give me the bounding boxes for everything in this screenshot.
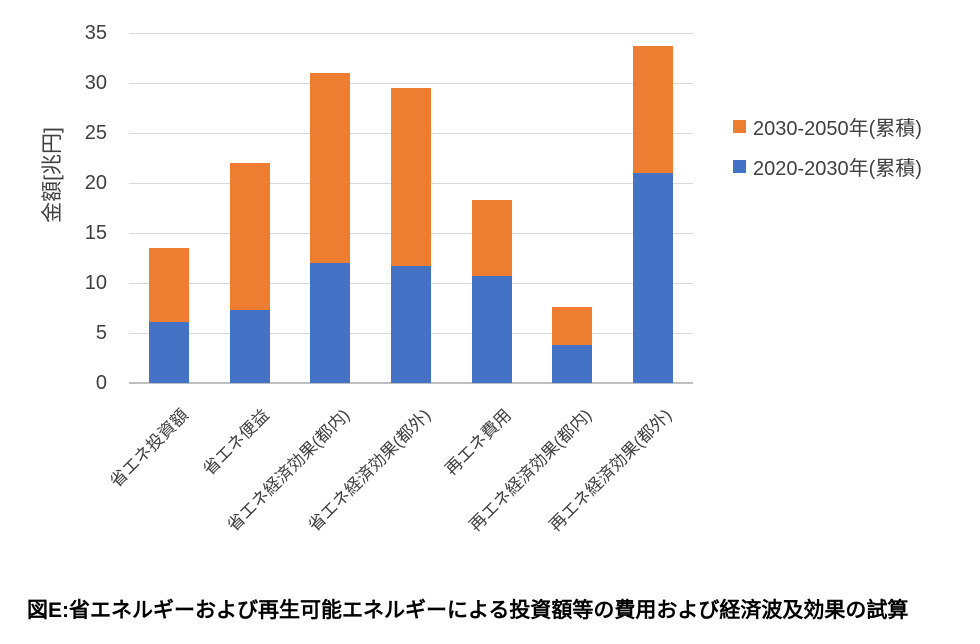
bar-segment-2020-2030年(累積)-省エネ便益 bbox=[229, 310, 270, 383]
legend-label-2030-2050: 2030-2050年(累積) bbox=[753, 117, 922, 140]
x-axis-label-再エネ費用: 再エネ費用 bbox=[441, 405, 515, 480]
bar-segment-2030-2050年(累積)-再エネ経済効果(都外) bbox=[632, 46, 673, 173]
bar-再エネ経済効果(都外) bbox=[632, 33, 673, 383]
y-tick-label-5: 5 bbox=[95, 322, 107, 344]
y-tick-label-15: 15 bbox=[84, 222, 107, 244]
bar-segment-2020-2030年(累積)-再エネ費用 bbox=[471, 276, 512, 383]
legend-item-2030-2050: 2030-2050年(累積) bbox=[733, 115, 922, 140]
legend: 2030-2050年(累積) 2020-2030年(累積) bbox=[733, 115, 922, 195]
bar-segment-2020-2030年(累積)-省エネ投資額 bbox=[149, 322, 190, 383]
bar-segment-2020-2030年(累積)-再エネ経済効果(都内) bbox=[552, 345, 593, 383]
legend-item-2020-2030: 2020-2030年(累積) bbox=[733, 155, 922, 180]
bar-segment-2030-2050年(累積)-省エネ経済効果(都内) bbox=[310, 73, 351, 263]
bar-segment-2020-2030年(累積)-省エネ経済効果(都外) bbox=[391, 266, 431, 383]
x-axis-label-省エネ便益: 省エネ便益 bbox=[199, 405, 273, 480]
bar-segment-2030-2050年(累積)-再エネ費用 bbox=[471, 200, 512, 276]
y-tick-label-30: 30 bbox=[84, 72, 107, 94]
y-tick-label-25: 25 bbox=[84, 122, 107, 144]
gridline-y-30 bbox=[129, 83, 693, 84]
legend-label-2020-2030: 2020-2030年(累積) bbox=[753, 157, 922, 180]
x-axis-line bbox=[129, 382, 693, 384]
y-tick-label-20: 20 bbox=[84, 172, 107, 194]
legend-swatch-orange-icon bbox=[733, 119, 746, 133]
bar-省エネ投資額 bbox=[149, 33, 190, 383]
bar-segment-2020-2030年(累積)-再エネ経済効果(都外) bbox=[632, 173, 673, 383]
bar-segment-2030-2050年(累積)-省エネ投資額 bbox=[149, 248, 190, 322]
bar-再エネ経済効果(都内) bbox=[552, 33, 593, 383]
bar-segment-2020-2030年(累積)-省エネ経済効果(都内) bbox=[310, 263, 351, 383]
figure-caption: 図E:省エネルギーおよび再生可能エネルギーによる投資額等の費用および経済波及効果… bbox=[27, 599, 909, 622]
bar-segment-2030-2050年(累積)-省エネ経済効果(都外) bbox=[391, 88, 431, 266]
bar-segment-2030-2050年(累積)-再エネ経済効果(都内) bbox=[552, 307, 593, 345]
bar-省エネ便益 bbox=[229, 33, 270, 383]
bar-再エネ費用 bbox=[471, 33, 512, 383]
y-tick-label-35: 35 bbox=[84, 22, 107, 44]
bar-省エネ経済効果(都内) bbox=[310, 33, 351, 383]
plot-area bbox=[129, 33, 693, 384]
bar-segment-2030-2050年(累積)-省エネ便益 bbox=[229, 163, 270, 310]
legend-swatch-blue-icon bbox=[733, 159, 746, 173]
y-tick-label-10: 10 bbox=[84, 272, 107, 294]
gridline-y-35 bbox=[129, 33, 693, 34]
bar-省エネ経済効果(都外) bbox=[391, 33, 431, 383]
x-axis-label-省エネ投資額: 省エネ投資額 bbox=[106, 405, 193, 492]
y-tick-label-0: 0 bbox=[95, 372, 107, 394]
